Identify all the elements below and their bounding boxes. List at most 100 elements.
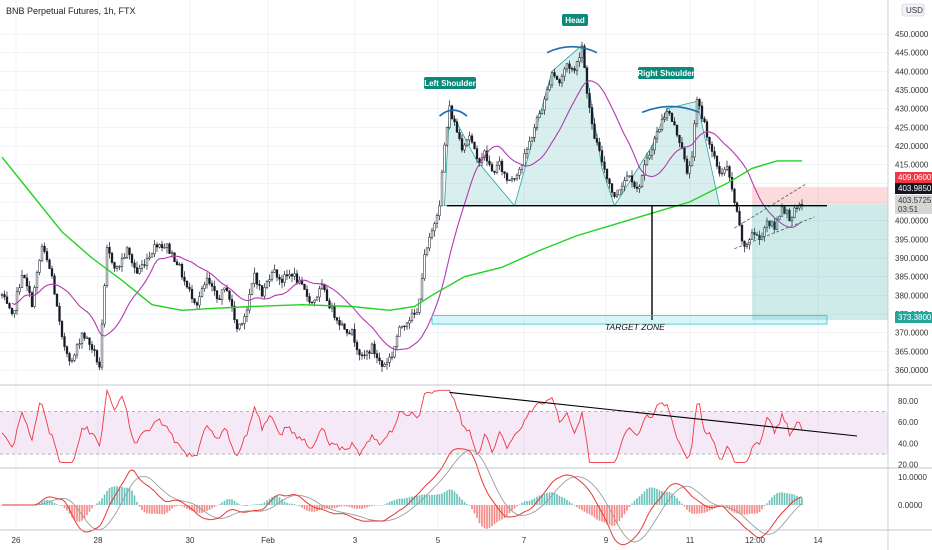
macd-histogram-bar xyxy=(388,501,391,505)
candle-body xyxy=(498,160,501,166)
candle-body xyxy=(13,310,16,314)
price-tick-label: 390.0000 xyxy=(895,254,929,263)
candle-body xyxy=(258,284,261,286)
macd-histogram-bar xyxy=(308,505,311,512)
macd-histogram-bar xyxy=(453,491,456,505)
candle-body xyxy=(583,45,586,69)
candle-body xyxy=(35,272,39,288)
macd-histogram-bar xyxy=(626,505,628,511)
macd-histogram-bar xyxy=(83,505,86,519)
macd-histogram-bar xyxy=(606,505,608,524)
macd-histogram-bar xyxy=(58,505,61,506)
candle-body xyxy=(253,272,256,284)
candle-body xyxy=(718,165,721,174)
candle-body xyxy=(320,284,324,290)
candle-body xyxy=(505,173,509,181)
candle-body xyxy=(255,272,259,285)
macd-histogram-bar xyxy=(181,505,183,507)
macd-histogram-bar xyxy=(683,505,686,507)
candle-body xyxy=(3,294,6,298)
macd-histogram-bar xyxy=(443,492,446,505)
candle-body xyxy=(418,298,421,313)
candle-body xyxy=(700,105,704,119)
candle-body xyxy=(478,158,481,163)
macd-histogram-bar xyxy=(61,505,63,507)
price-tick-label: 435.0000 xyxy=(895,86,929,95)
candle-body xyxy=(525,149,529,154)
candle-body xyxy=(765,220,769,228)
candle-body xyxy=(20,275,24,288)
macd-histogram-bar xyxy=(313,505,316,512)
macd-histogram-bar xyxy=(86,505,88,516)
candle-body xyxy=(210,283,214,287)
macd-histogram-bar xyxy=(226,499,228,505)
candle-body xyxy=(168,243,171,254)
candle-body xyxy=(528,140,531,150)
currency-badge[interactable]: USD xyxy=(901,3,925,17)
macd-histogram-bar xyxy=(653,487,656,505)
macd-histogram-bar xyxy=(51,501,53,505)
candle-body xyxy=(73,354,76,361)
macd-histogram-bar xyxy=(791,493,793,505)
candle-body xyxy=(495,164,499,173)
candle-body xyxy=(468,135,471,141)
candle-body xyxy=(385,362,389,365)
macd-histogram-bar xyxy=(643,491,646,505)
macd-histogram-bar xyxy=(716,505,718,507)
candle-body xyxy=(128,247,131,255)
candle-body xyxy=(80,332,84,345)
candle-body xyxy=(250,283,254,295)
candle-body xyxy=(38,260,41,273)
macd-histogram-bar xyxy=(283,501,286,505)
candle-body xyxy=(398,326,401,337)
candle-body xyxy=(485,150,489,162)
macd-histogram-bar xyxy=(673,495,676,505)
candle-body xyxy=(588,93,591,108)
candle-body xyxy=(143,264,146,266)
candle-body xyxy=(5,296,9,304)
macd-histogram-bar xyxy=(731,505,733,512)
candle-body xyxy=(685,158,689,174)
candle-body xyxy=(175,261,179,266)
macd-histogram-bar xyxy=(753,505,756,514)
macd-histogram-bar xyxy=(796,495,798,505)
macd-histogram-bar xyxy=(446,490,448,505)
ma-short-line xyxy=(11,80,803,351)
candle-body xyxy=(453,118,456,123)
candle-body xyxy=(500,160,504,172)
rsi-band xyxy=(0,411,888,455)
macd-histogram-bar xyxy=(566,499,568,505)
macd-histogram-bar xyxy=(248,505,251,506)
macd-histogram-bar xyxy=(541,494,543,505)
macd-histogram-bar xyxy=(431,494,433,505)
candle-body xyxy=(725,166,729,170)
candle-body xyxy=(193,298,196,303)
candle-body xyxy=(228,290,231,300)
time-tick-label: 26 xyxy=(12,536,21,545)
macd-histogram-bar xyxy=(78,505,81,522)
price-tick-label: 365.0000 xyxy=(895,347,929,356)
candle-body xyxy=(625,175,629,181)
candle-body xyxy=(373,343,376,354)
time-tick-label: 12:00 xyxy=(745,536,766,545)
candle-body xyxy=(283,274,286,283)
candle-body xyxy=(273,269,276,273)
candle-body xyxy=(758,234,761,240)
left-shoulder-arc xyxy=(438,109,468,117)
candle-body xyxy=(18,287,21,293)
candle-body xyxy=(635,186,639,189)
macd-histogram-bar xyxy=(491,505,493,526)
head-pill: Head xyxy=(562,14,588,26)
candle-body xyxy=(113,262,116,269)
candle-body xyxy=(778,216,781,220)
macd-histogram-bar xyxy=(156,505,158,514)
macd-histogram-bar xyxy=(468,505,471,506)
time-tick-label: 7 xyxy=(522,536,527,545)
candle-body xyxy=(263,287,266,297)
candle-body xyxy=(370,343,374,354)
macd-histogram-bar xyxy=(218,504,221,505)
macd-histogram-bar xyxy=(578,505,581,509)
macd-histogram-bar xyxy=(603,505,606,523)
candle-body xyxy=(553,72,556,77)
